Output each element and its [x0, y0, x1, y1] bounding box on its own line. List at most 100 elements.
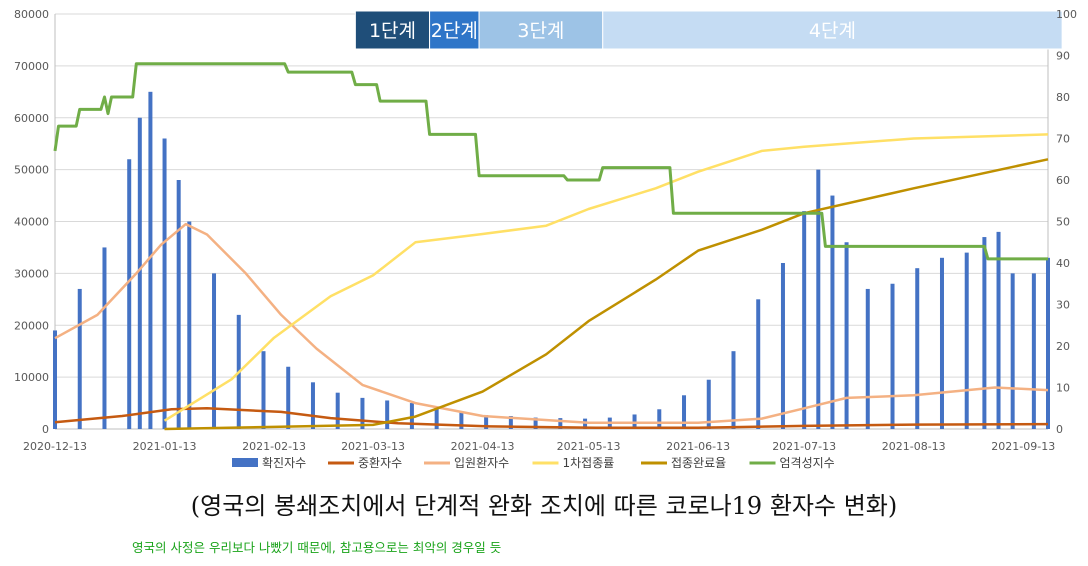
series-line: [54, 407, 1049, 429]
legend-label: 중환자수: [358, 456, 402, 470]
bar: [533, 417, 538, 429]
legend: 확진자수 중환자수 입원환자수 1차접종률 접종완료율 엄격성지수: [232, 456, 835, 470]
y-right-tick-label: 60: [1056, 174, 1070, 187]
y-right-tick-label: 20: [1056, 340, 1070, 353]
y-left-tick-label: 0: [42, 423, 49, 436]
stage-bands: 1단계 2단계 3단계 4단계: [354, 10, 1063, 50]
y-right-tick-label: 30: [1056, 299, 1070, 312]
bar: [459, 412, 464, 429]
y-right-tick-label: 100: [1056, 8, 1077, 21]
stage-label: 1단계: [369, 20, 416, 42]
bar: [830, 195, 835, 429]
bar-series: [53, 91, 1050, 429]
y-right-tick-label: 10: [1056, 382, 1070, 395]
y-right-tick-label: 50: [1056, 216, 1070, 229]
bar: [682, 395, 687, 429]
y-left-tick-label: 40000: [14, 216, 49, 229]
y-left-tick-label: 80000: [14, 8, 49, 21]
y-right-tick-label: 70: [1056, 133, 1070, 146]
bar: [1010, 273, 1015, 429]
bar: [212, 273, 217, 429]
legend-swatch: [232, 458, 258, 467]
series-line: [53, 62, 1048, 261]
bar: [939, 257, 944, 429]
bar: [756, 299, 761, 429]
chart-caption: (영국의 봉쇄조치에서 단계적 완화 조치에 따른 코로나19 환자수 변화): [190, 492, 898, 520]
bar: [706, 379, 711, 429]
bar: [127, 159, 132, 429]
bar: [484, 414, 489, 429]
bar: [844, 242, 849, 429]
bar: [731, 351, 736, 429]
legend-label: 엄격성지수: [780, 456, 835, 470]
bar: [137, 117, 142, 429]
bar: [558, 418, 563, 429]
stage-label: 3단계: [517, 20, 564, 42]
bar: [102, 247, 107, 429]
bar: [802, 211, 807, 429]
bar: [148, 91, 153, 429]
bar: [816, 169, 821, 429]
y-left-tick-label: 50000: [14, 164, 49, 177]
bar: [335, 392, 340, 429]
bar: [964, 252, 969, 429]
y-left-tick-label: 70000: [14, 60, 49, 73]
y-left-tick-label: 60000: [14, 112, 49, 125]
x-tick-label: 2021-05-13: [557, 440, 621, 453]
chart: 1단계 2단계 3단계 4단계 0 10000 20000 30000 40000 50000 6…: [14, 8, 1077, 470]
x-tick-label: 2020-12-13: [23, 440, 87, 453]
bar: [1031, 273, 1036, 429]
bar: [865, 288, 870, 429]
footnote: 영국의 사정은 우리보다 나빴기 때문에, 참고용으로는 최악의 경우일 듯: [132, 540, 502, 555]
legend-label: 접종완료율: [671, 456, 726, 470]
bar: [657, 409, 662, 429]
bar: [890, 283, 895, 429]
bar: [360, 397, 365, 429]
bar: [508, 416, 513, 429]
y-right-tick-label: 40: [1056, 257, 1070, 270]
stage-band: [354, 10, 431, 50]
x-tick-label: 2021-02-13: [242, 440, 306, 453]
bar: [996, 231, 1001, 429]
y-right-tick-label: 0: [1056, 423, 1063, 436]
bar: [982, 237, 987, 429]
x-tick-label: 2021-01-13: [133, 440, 197, 453]
stage-band: [602, 10, 1063, 50]
bar: [286, 366, 291, 429]
x-tick-label: 2021-04-13: [451, 440, 515, 453]
left-y-axis-ticks: 0 10000 20000 30000 40000 50000 60000 70000 8000…: [14, 8, 49, 436]
series-line: [54, 222, 1049, 425]
legend-label: 입원환자수: [454, 456, 509, 470]
stage-band: [429, 10, 480, 50]
bar: [53, 330, 57, 429]
legend-label: 확진자수: [262, 456, 306, 470]
bar: [187, 221, 192, 429]
bar: [162, 138, 167, 429]
right-y-axis-ticks: 0 10 20 30 40 50 60 70 80 90 100: [1056, 8, 1077, 436]
x-tick-label: 2021-07-13: [772, 440, 836, 453]
y-left-tick-label: 10000: [14, 371, 49, 384]
stage-band: [478, 10, 604, 50]
bar: [310, 382, 315, 429]
x-axis-ticks: 2020-12-13 2021-01-13 2021-02-13 2021-03-13…: [23, 440, 1055, 453]
y-left-tick-label: 20000: [14, 319, 49, 332]
bar: [261, 351, 266, 429]
stage-label: 4단계: [809, 20, 856, 42]
legend-label: 1차접종률: [563, 456, 615, 470]
gridlines: [54, 13, 1049, 430]
stage-label: 2단계: [431, 20, 478, 42]
bar: [1046, 257, 1050, 429]
y-right-tick-label: 80: [1056, 91, 1070, 104]
bar: [77, 288, 82, 429]
bar: [780, 263, 785, 429]
bar: [915, 268, 920, 429]
y-right-tick-label: 90: [1056, 50, 1070, 63]
line-series: [53, 62, 1049, 431]
bar: [385, 400, 390, 429]
series-line: [163, 133, 1049, 422]
y-left-tick-label: 30000: [14, 267, 49, 280]
x-tick-label: 2021-06-13: [666, 440, 730, 453]
x-tick-label: 2021-08-13: [882, 440, 946, 453]
x-tick-label: 2021-03-13: [341, 440, 405, 453]
bar: [434, 407, 439, 429]
